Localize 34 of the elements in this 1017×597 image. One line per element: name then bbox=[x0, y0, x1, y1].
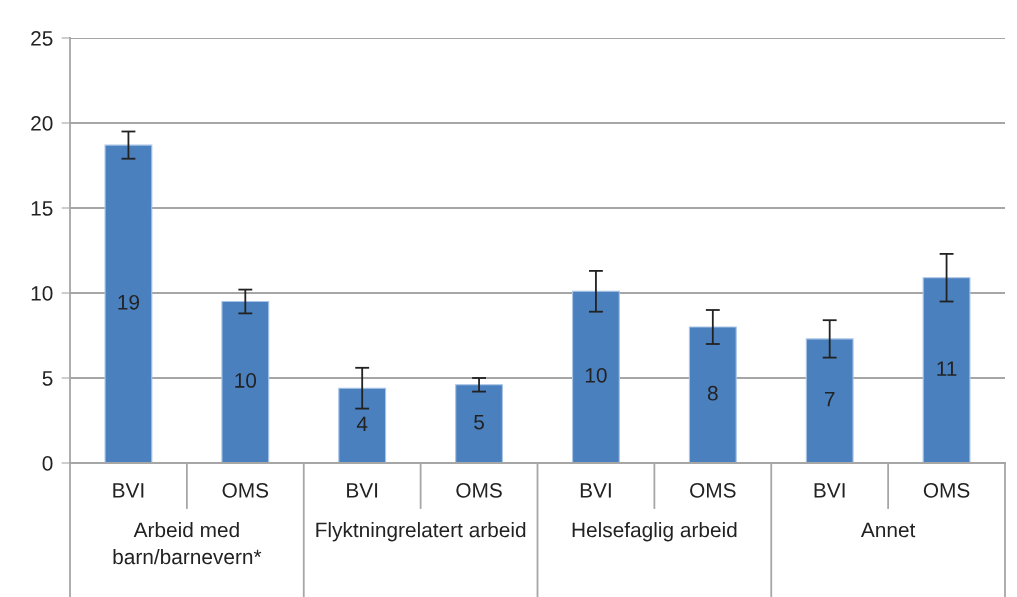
data-label: 10 bbox=[585, 367, 607, 383]
bar bbox=[688, 326, 737, 463]
text: Arbeid med barn/barnevern* bbox=[113, 522, 262, 565]
text: Flyktningrelatert arbeid bbox=[316, 522, 526, 542]
y-tick-label: 25 bbox=[31, 31, 53, 46]
y-tick-label: 15 bbox=[31, 201, 53, 216]
x-tick-label: BVI bbox=[580, 483, 611, 498]
x-tick-label: BVI bbox=[814, 483, 845, 498]
y-tick-label: 0 bbox=[42, 456, 53, 471]
data-label: 8 bbox=[707, 385, 718, 401]
x-tick-label: OMS bbox=[923, 482, 970, 498]
x-tick-label: BVI bbox=[347, 483, 378, 498]
data-label: 4 bbox=[356, 416, 368, 431]
y-tick-label: 20 bbox=[31, 116, 53, 131]
x-tick-label: OMS bbox=[690, 482, 736, 498]
bar bbox=[922, 277, 971, 463]
bar bbox=[805, 338, 854, 463]
y-tick-label: 5 bbox=[42, 371, 53, 386]
data-label: 10 bbox=[235, 373, 257, 388]
x-tick-label: OMS bbox=[222, 482, 269, 498]
data-label: 7 bbox=[824, 392, 835, 407]
data-label: 11 bbox=[937, 361, 957, 376]
bar bbox=[572, 290, 620, 463]
text: Helsefaglig arbeid bbox=[572, 522, 737, 542]
x-tick-label: OMS bbox=[456, 482, 502, 498]
data-label: 5 bbox=[474, 414, 484, 430]
text: Annet bbox=[860, 522, 916, 538]
data-label: 19 bbox=[118, 294, 140, 310]
y-tick-label: 10 bbox=[31, 286, 53, 301]
bar bbox=[221, 300, 270, 463]
bar bbox=[104, 144, 153, 463]
bar bbox=[455, 384, 503, 463]
x-tick-label: BVI bbox=[113, 483, 144, 498]
bar bbox=[338, 387, 387, 463]
